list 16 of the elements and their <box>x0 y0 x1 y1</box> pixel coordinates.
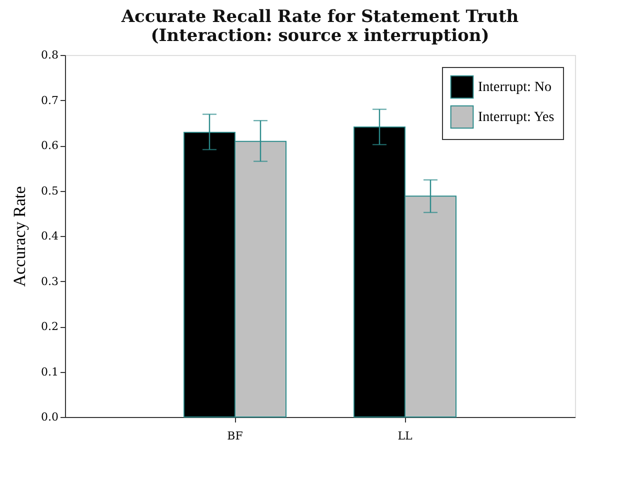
y-tick-label: 0.8 <box>41 48 58 62</box>
x-tick-label: LL <box>398 430 413 442</box>
text: (Interaction: source x interruption) <box>150 26 490 46</box>
y-tick-label: 0.5 <box>41 184 58 198</box>
text: Accurate Recall Rate for Statement Truth <box>121 7 519 27</box>
y-axis-title: Accuracy Rate <box>10 186 30 287</box>
x-tick-label: BF <box>227 430 244 442</box>
y-tick-label: 0.2 <box>41 320 58 333</box>
y-tick-label: 0.6 <box>41 139 58 152</box>
legend-label: Interrupt: No <box>478 80 552 95</box>
y-tick-label: 0.4 <box>41 230 58 242</box>
legend-label: Interrupt: Yes <box>478 110 554 125</box>
y-tick-label: 0.1 <box>41 365 58 378</box>
y-tick-label: 0.3 <box>41 274 58 288</box>
y-tick-label: 0.0 <box>41 410 58 424</box>
y-tick-label: 0.7 <box>41 94 58 107</box>
